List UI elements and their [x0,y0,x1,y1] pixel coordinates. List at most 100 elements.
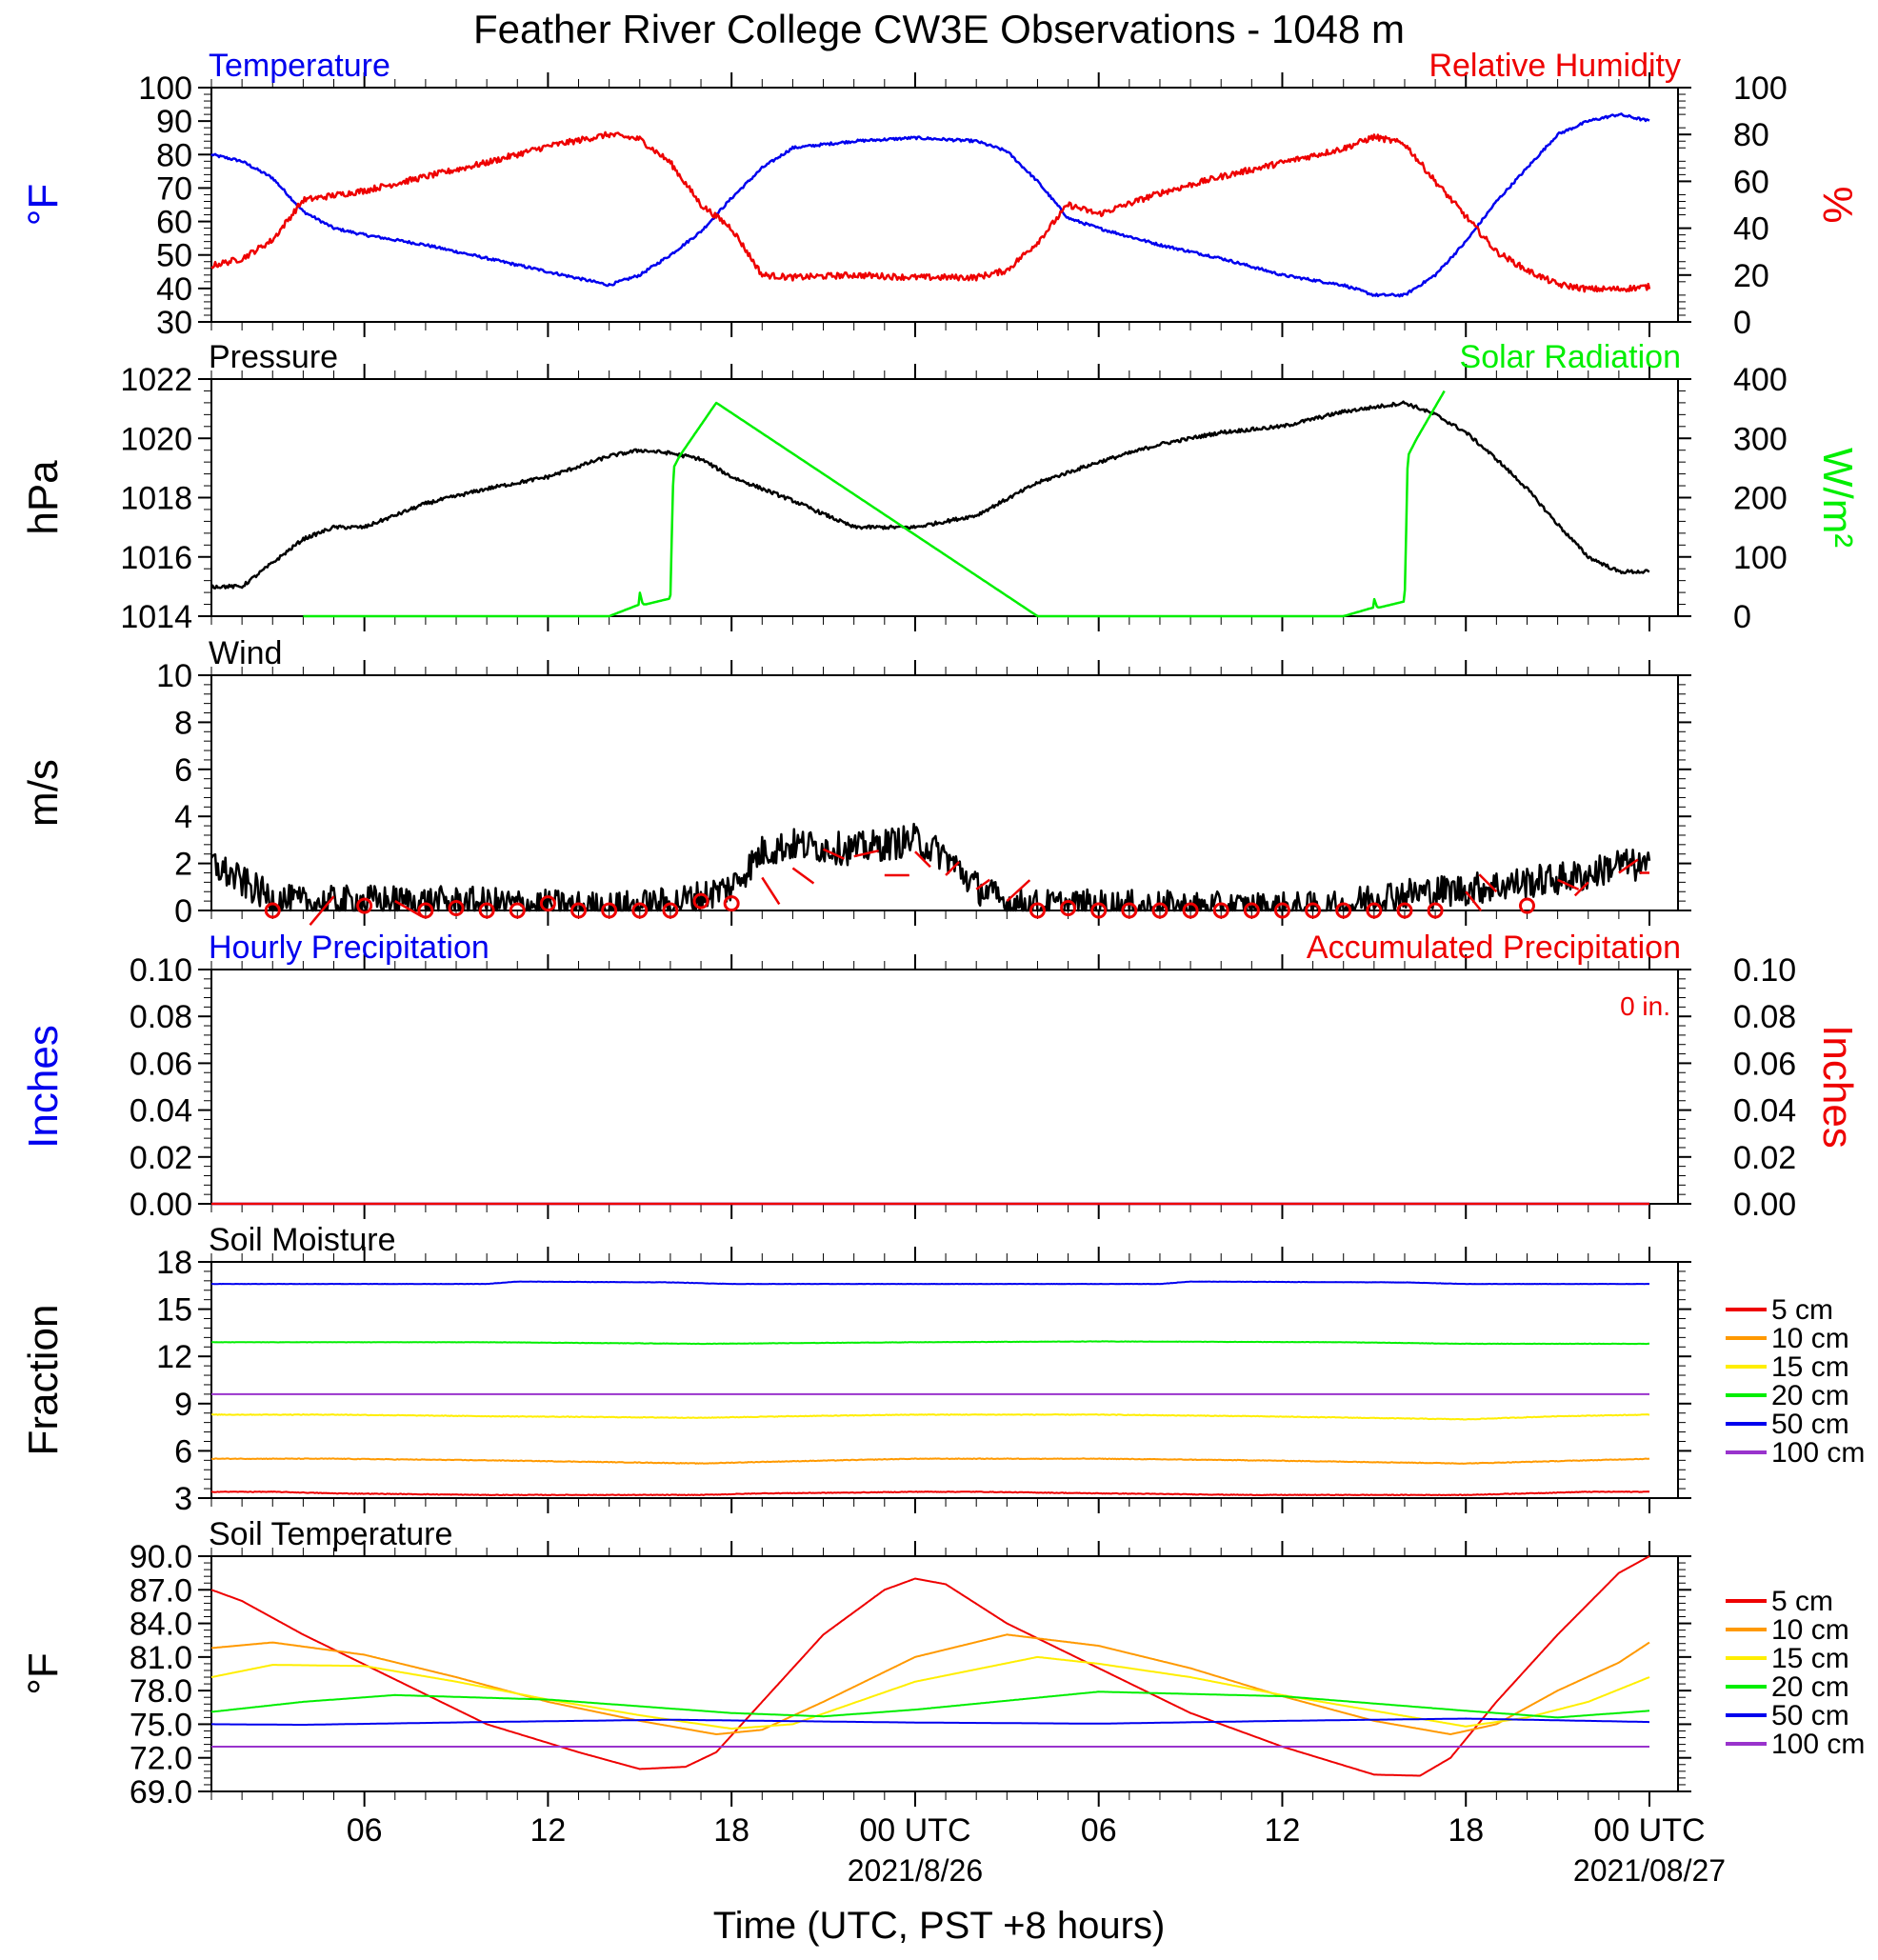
y-tick-label-left: 90 [156,104,192,140]
panel-title-right: Relative Humidity [1428,48,1681,84]
y-tick-label-right: 0.02 [1733,1140,1796,1176]
y-tick-label-right: 300 [1733,421,1788,457]
y-tick-label-left: 1020 [120,421,192,457]
wind-barb [791,867,815,885]
series-line-solar-radiation [303,390,1446,618]
y-tick-label-right: 0 [1733,305,1751,341]
y-tick-label-left: 69.0 [130,1774,192,1810]
plot-frame [210,674,1679,911]
y-tick-label-left: 100 [138,70,192,107]
y-axis-title-left: °F [20,1652,67,1694]
x-axis-title: Time (UTC, PST +8 hours) [713,1905,1166,1947]
legend-label: 100 cm [1771,1729,1865,1760]
y-tick-label-right: 0.04 [1733,1093,1796,1130]
y-tick-label-left: 40 [156,271,192,308]
x-date-label: 2021/08/27 [1573,1853,1726,1888]
wind-barb [1478,873,1498,893]
y-tick-label-right: 100 [1733,70,1788,107]
wind-barb [853,849,879,858]
series-line-10-cm [210,1457,1650,1465]
plot-frame [210,378,1679,617]
wind-calm-marker [601,902,618,919]
panel-title-left: Soil Moisture [209,1222,396,1258]
series-line-15-cm [210,1413,1650,1421]
series-line-50-cm [210,1280,1650,1286]
y-tick-label-right: 60 [1733,164,1769,200]
y-tick-label-left: 80 [156,137,192,173]
wind-barb [1573,881,1589,897]
x-date-label: 2021/8/26 [848,1853,983,1888]
wind-calm-marker [264,902,281,919]
panel-temp_rh: 30405060708090100020406080100Temperature… [20,48,1861,341]
y-tick-label-left: 0.00 [130,1187,192,1223]
wind-calm-marker [1335,902,1352,919]
wind-calm-marker [723,895,740,912]
legend-label: 50 cm [1771,1409,1849,1440]
wind-calm-marker [539,895,556,912]
wind-calm-marker [570,902,588,919]
y-tick-label-left: 2 [174,847,192,883]
y-tick-label-left: 72.0 [130,1741,192,1777]
panel-wind: 0 2 4 6 8 10 Wind m/s [20,635,1691,930]
y-tick-label-left: 78.0 [130,1673,192,1710]
wind-calm-marker [448,900,465,917]
y-tick-label-left: 1022 [120,362,192,398]
y-tick-label-right: 200 [1733,481,1788,517]
legend-label: 10 cm [1771,1614,1849,1646]
x-tick-label: 06 [1081,1812,1117,1849]
x-tick-label: 12 [1265,1812,1301,1849]
legend-label: 20 cm [1771,1380,1849,1411]
y-tick-label-left: 60 [156,205,192,241]
series-line-15-cm [210,1655,1650,1730]
legend-label: 10 cm [1771,1323,1849,1354]
series-line-relative-humidity [210,130,1651,293]
wind-calm-marker [1151,902,1169,919]
y-tick-label-right: 0.06 [1733,1046,1796,1082]
y-tick-label-left: 1016 [120,540,192,576]
y-tick-label-left: 81.0 [130,1640,192,1676]
y-tick-label-left: 0.04 [130,1093,192,1130]
x-tick-label: 12 [529,1812,566,1849]
series-line-wind-speed [210,822,1651,912]
wind-calm-marker [1305,902,1322,919]
y-axis-title-left: Inches [20,1025,67,1149]
y-tick-label-left: 3 [174,1481,192,1517]
y-tick-label-left: 1018 [120,481,192,517]
y-tick-label-left: 87.0 [130,1572,192,1609]
series-line-50-cm [211,1717,1649,1726]
y-axis-title-left: m/s [20,759,67,827]
wind-calm-marker [692,892,709,910]
accumulated-total-label: 0 in. [1620,991,1670,1021]
y-axis-title-left: °F [20,184,67,226]
legend-label: 50 cm [1771,1700,1849,1731]
series-line-5-cm [210,1555,1650,1777]
wind-calm-marker [1243,902,1260,919]
y-axis-title-right: % [1814,186,1861,223]
y-axis-title-right: Inches [1814,1025,1861,1149]
wind-calm-marker [509,902,526,919]
x-tick-label: 00 UTC [1593,1812,1705,1849]
wind-barb [394,900,423,918]
wind-calm-marker [417,902,434,919]
y-tick-label-left: 0.06 [130,1046,192,1082]
plot-frame [210,969,1679,1205]
y-tick-label-left: 9 [174,1387,192,1423]
plot-frame [210,87,1679,323]
y-tick-label-left: 0.02 [130,1140,192,1176]
y-axis-title-right: W/m² [1814,448,1861,548]
wind-barb [1557,878,1580,891]
y-tick-label-right: 40 [1733,211,1769,248]
y-tick-label-left: 70 [156,170,192,207]
panel-title-left: Hourly Precipitation [209,930,489,966]
wind-calm-marker [631,902,649,919]
y-tick-label-left: 15 [156,1292,192,1329]
wind-calm-marker [1273,902,1290,919]
y-tick-label-left: 90.0 [130,1539,192,1575]
wind-calm-marker [1366,902,1383,919]
series-line-pressure [210,400,1650,590]
legend-label: 20 cm [1771,1671,1849,1703]
wind-calm-marker [1518,897,1535,914]
series-line-10-cm [210,1633,1650,1735]
y-tick-label-left: 18 [156,1245,192,1281]
